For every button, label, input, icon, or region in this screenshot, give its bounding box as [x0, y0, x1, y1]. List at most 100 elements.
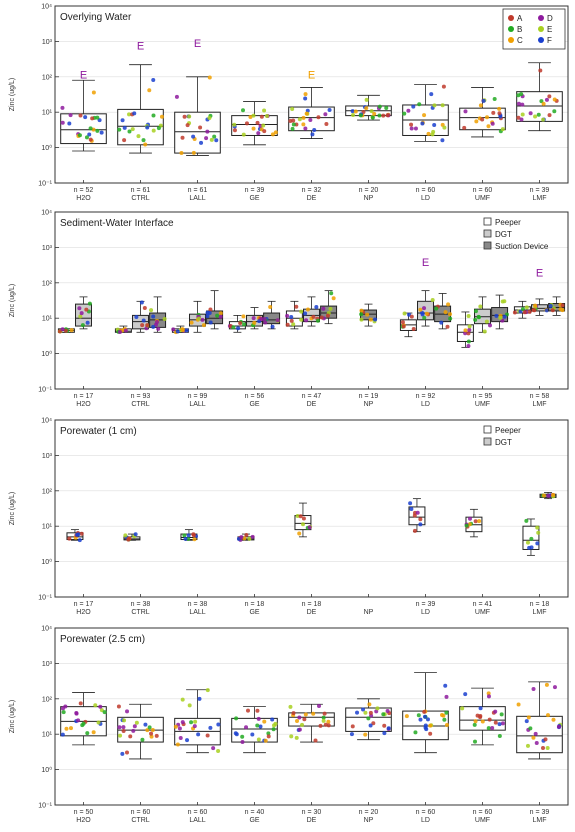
data-point [401, 324, 406, 329]
data-point [556, 724, 561, 729]
y-axis-label: Zinc (ug/L) [9, 78, 16, 111]
legend-marker [508, 15, 514, 21]
data-point [428, 731, 433, 736]
data-point [173, 724, 178, 729]
data-point [192, 724, 197, 729]
data-point [208, 725, 213, 730]
data-point [205, 314, 210, 319]
data-point [364, 106, 369, 111]
data-point [151, 324, 156, 329]
data-point [418, 307, 423, 312]
data-point [191, 150, 196, 155]
data-point [123, 328, 128, 333]
panel-title: Porewater (2.5 cm) [60, 634, 145, 645]
data-point [311, 711, 316, 716]
data-point [326, 719, 331, 724]
box-GE [231, 717, 278, 743]
y-axis-label: Zinc (ug/L) [9, 284, 16, 317]
data-point [526, 715, 531, 720]
data-point [250, 732, 255, 737]
data-point [78, 314, 83, 319]
data-point [120, 118, 125, 123]
data-point [85, 731, 90, 736]
data-point [546, 493, 551, 498]
data-point [355, 710, 360, 715]
n-label: n = 61 [188, 187, 208, 194]
data-point [64, 726, 69, 731]
data-point [81, 721, 86, 726]
data-point [428, 723, 433, 728]
data-point [132, 111, 137, 116]
y-tick-label: 10² [42, 74, 53, 81]
data-point [147, 88, 152, 93]
data-point [69, 328, 74, 333]
data-point [486, 694, 491, 699]
data-point [123, 533, 128, 538]
data-point [464, 523, 469, 528]
legend-label: C [517, 36, 523, 45]
data-point [204, 136, 209, 141]
data-point [275, 318, 280, 323]
data-point [290, 126, 295, 131]
legend-label: B [517, 25, 522, 34]
data-point [117, 330, 122, 335]
data-point [60, 120, 65, 125]
data-point [516, 702, 521, 707]
category-label: LD [421, 401, 430, 408]
data-point [177, 726, 182, 731]
data-point [145, 323, 150, 328]
data-point [467, 522, 472, 527]
n-label: n = 58 [530, 393, 550, 400]
data-point [536, 530, 541, 535]
data-point [76, 718, 81, 723]
category-label: NP [364, 195, 374, 202]
y-tick-label: 10⁰ [41, 144, 52, 152]
data-point [151, 78, 156, 83]
legend-label: A [517, 14, 523, 23]
data-point [127, 536, 132, 541]
data-point [263, 738, 268, 743]
data-point [366, 716, 371, 721]
data-point [285, 313, 290, 318]
data-point [486, 691, 491, 696]
y-tick-label: 10³ [42, 245, 53, 252]
data-point [467, 324, 472, 329]
data-point [473, 719, 478, 724]
data-point [288, 704, 293, 709]
data-point [359, 308, 364, 313]
data-point [300, 522, 305, 527]
n-label: n = 20 [359, 809, 379, 816]
data-point [499, 712, 504, 717]
data-point [364, 97, 369, 102]
data-point [185, 123, 190, 128]
data-point [209, 137, 214, 142]
category-label: GE [249, 195, 259, 202]
data-point [91, 730, 96, 735]
data-point [156, 126, 161, 131]
data-point [324, 121, 329, 126]
y-axis-label: Zinc (ug/L) [9, 492, 16, 525]
data-point [174, 94, 179, 99]
data-point [295, 514, 300, 519]
data-point [247, 536, 252, 541]
n-label: n = 60 [416, 187, 436, 194]
data-point [250, 534, 255, 539]
data-point [134, 314, 139, 319]
n-label: n = 56 [245, 393, 265, 400]
y-tick-label: 10² [42, 488, 53, 495]
legend-marker [508, 26, 514, 32]
data-point [372, 111, 377, 116]
data-point [205, 688, 210, 693]
n-label: n = 32 [302, 187, 322, 194]
data-point [244, 121, 249, 126]
data-point [424, 311, 429, 316]
data-point [367, 702, 372, 707]
category-label: LMF [533, 195, 547, 202]
data-point [533, 114, 538, 119]
annotation-label: E [137, 40, 144, 52]
data-point [68, 113, 73, 118]
category-label: CTRL [131, 195, 149, 202]
n-label: n = 60 [473, 809, 493, 816]
data-point [546, 713, 551, 718]
data-point [321, 715, 326, 720]
